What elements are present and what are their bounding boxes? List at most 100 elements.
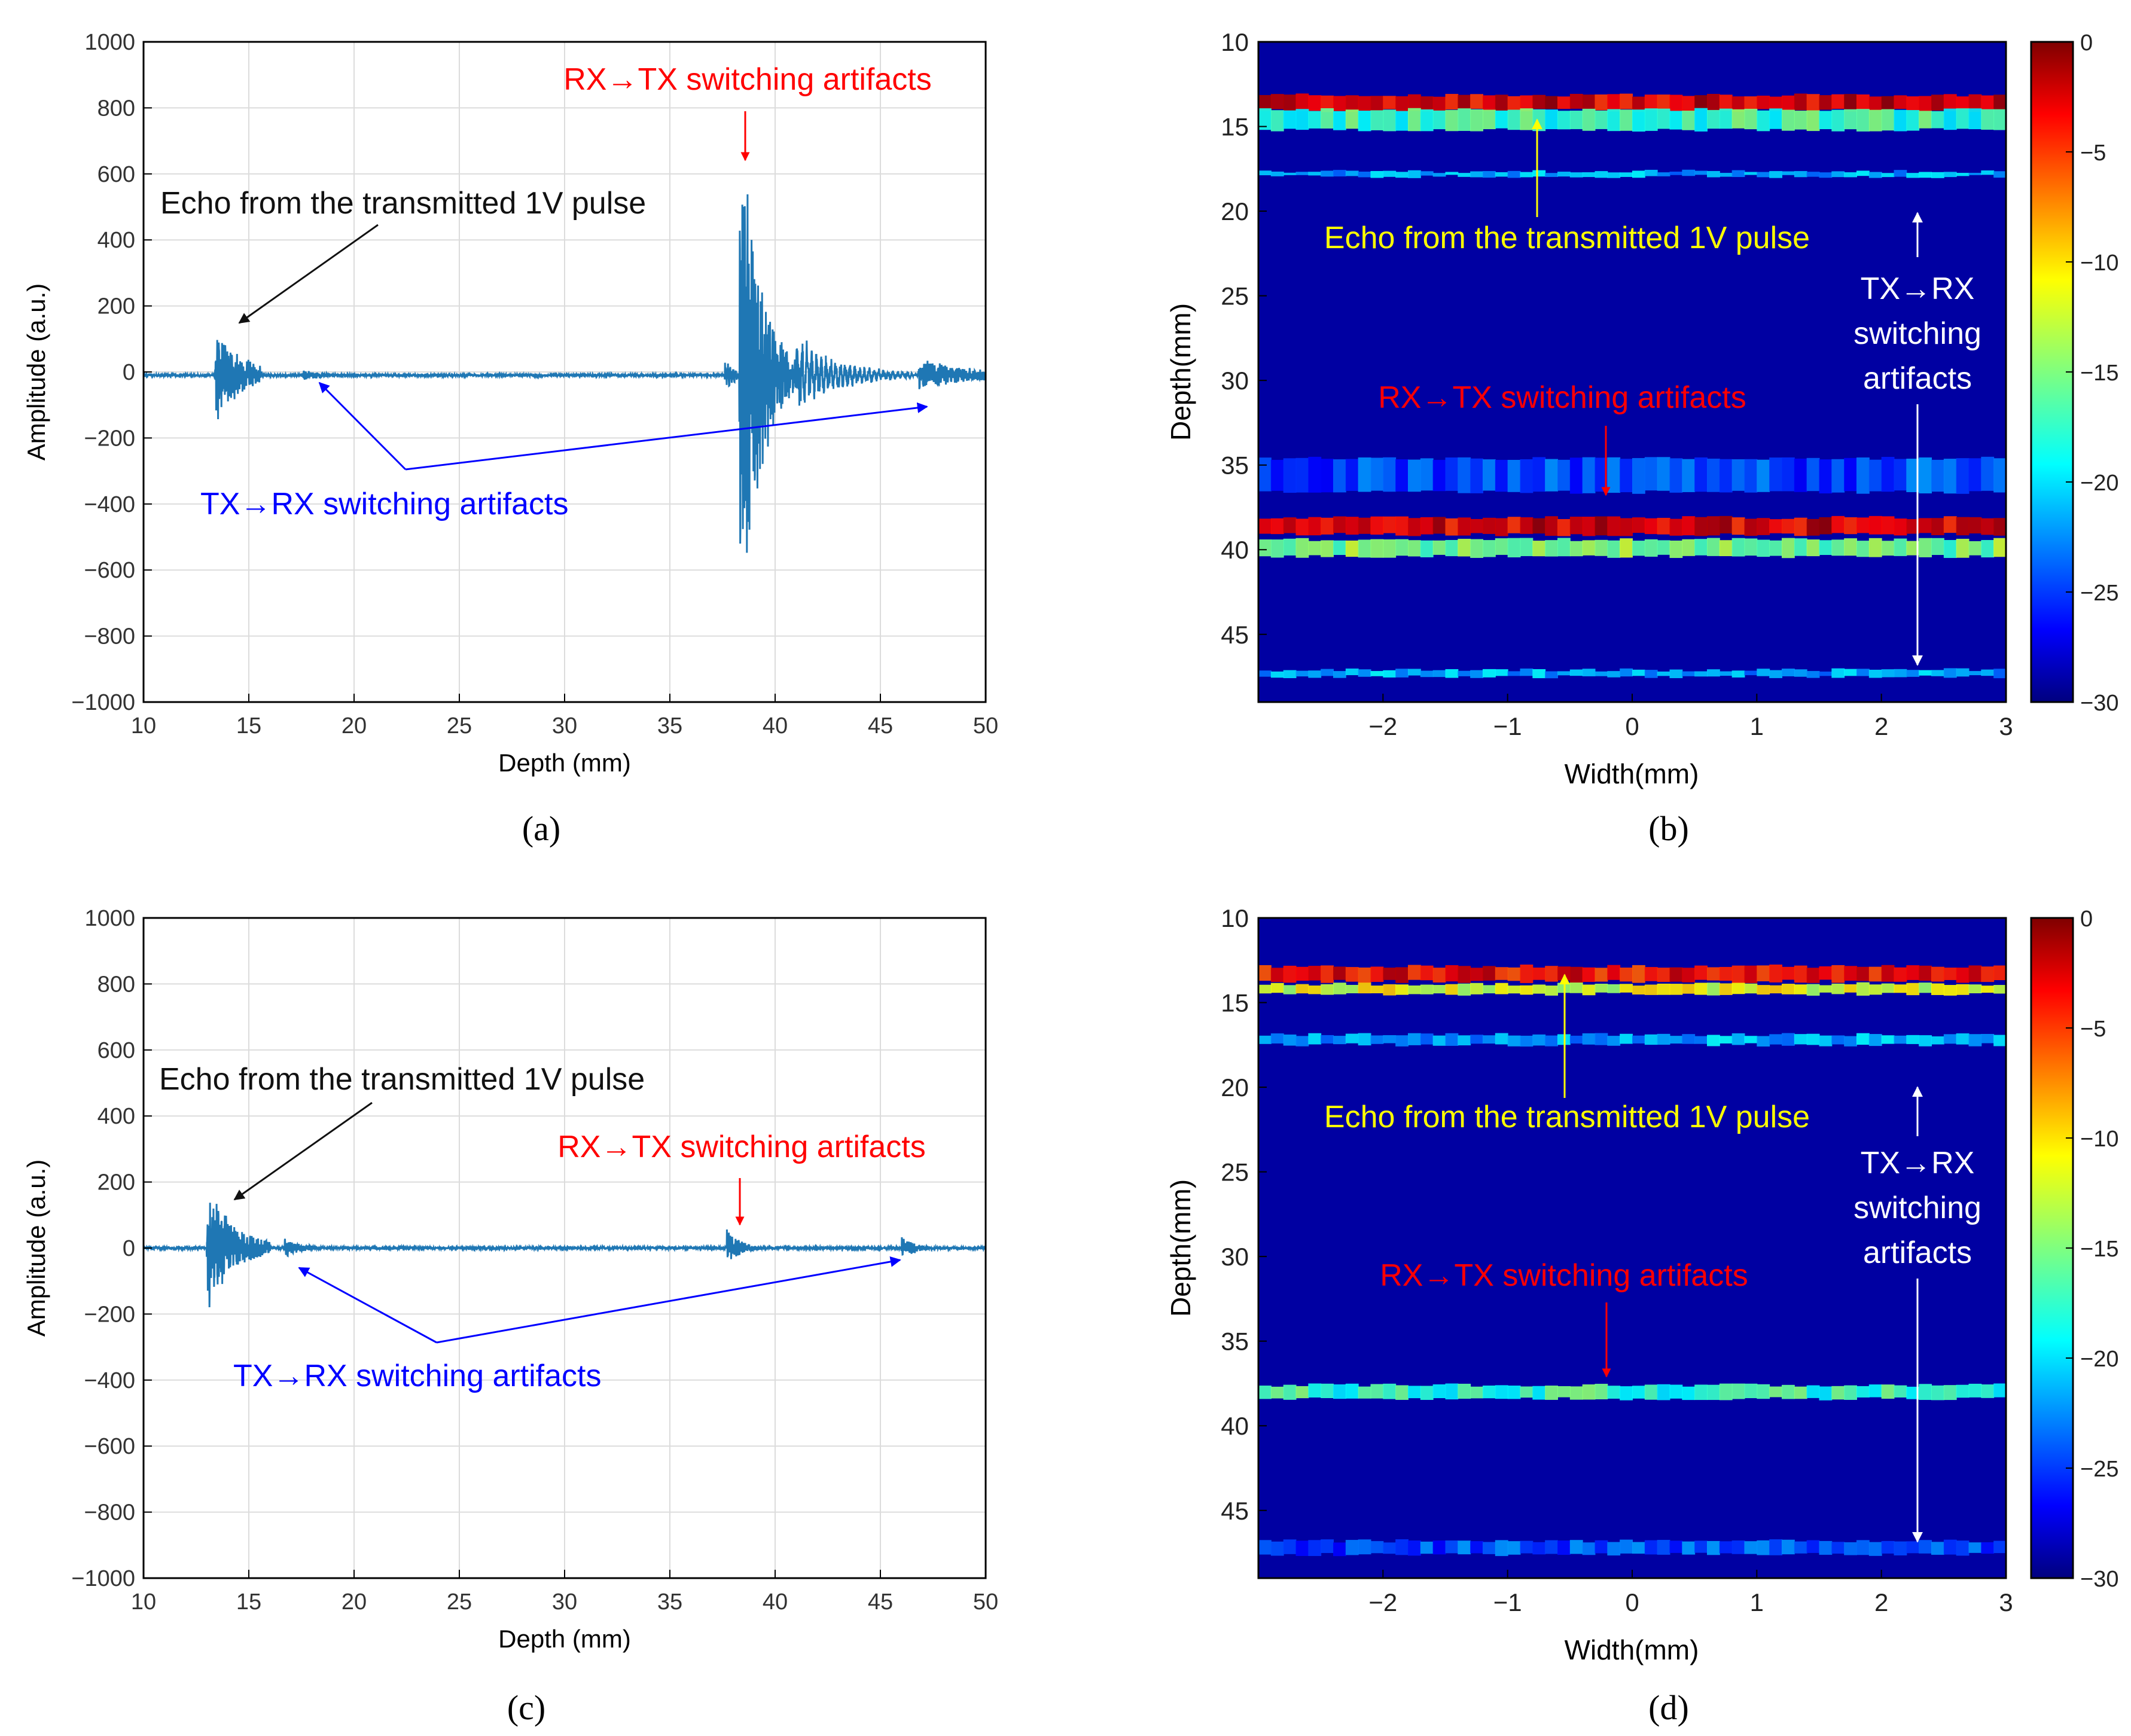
panel-d-intensity-cell <box>1881 965 1895 982</box>
panel-b-intensity-cell <box>1507 109 1521 130</box>
panel-b-intensity-cell <box>1520 538 1534 556</box>
panel-b-intensity-cell <box>1894 518 1907 536</box>
panel-b-intensity-cell <box>1931 459 1944 492</box>
panel-a-x-tick-label: 25 <box>447 713 472 739</box>
panel-b-intensity-cell <box>1607 540 1621 558</box>
panel-b-intensity-cell <box>1258 518 1272 534</box>
panel-b-intensity-cell <box>1470 109 1483 132</box>
panel-d-intensity-cell <box>1644 967 1658 981</box>
panel-d-intensity-cell <box>1545 986 1558 996</box>
panel-b-intensity-cell <box>1582 669 1596 676</box>
panel-a-x-tick-label: 35 <box>657 713 682 739</box>
panel-d-intensity-cell <box>1981 1033 1995 1044</box>
panel-b-intensity-cell <box>1968 671 1982 676</box>
panel-b-intensity-cell <box>1607 109 1621 132</box>
panel-d-intensity-cell <box>1582 1384 1596 1400</box>
panel-b-colorbar-tick-label: −10 <box>2080 251 2118 276</box>
panel-d-intensity-cell <box>1283 965 1297 983</box>
panel-b-intensity-cell <box>1881 541 1895 556</box>
panel-d-intensity-cell <box>1794 1386 1807 1399</box>
panel-b-intensity-cell <box>1321 170 1334 177</box>
panel-d-intensity-cell <box>1707 1035 1720 1047</box>
panel-d-intensity-cell <box>1532 984 1546 994</box>
panel-d-intensity-cell <box>1669 1540 1683 1553</box>
panel-a-y-tick-label: −200 <box>84 426 135 451</box>
panel-b-intensity-cell <box>1495 460 1508 492</box>
panel-d-intensity-cell <box>1968 984 1982 994</box>
panel-d-intensity-cell <box>1321 965 1334 983</box>
panel-d-intensity-cell <box>1844 984 1857 993</box>
panel-d-intensity-cell <box>1819 1386 1833 1401</box>
panel-b-intensity-cell <box>1532 170 1546 177</box>
panel-c: 10 15 20 25 30 35 40 45 50 −1000 −800 −600 −400 −200… <box>22 906 998 1727</box>
panel-b-intensity-cell <box>1432 460 1446 492</box>
panel-c-x-tick-label: 40 <box>763 1589 788 1615</box>
panel-d-intensity-cell <box>1432 985 1446 994</box>
panel-b-label: (b) <box>1648 809 1689 848</box>
panel-d-intensity-cell <box>1632 1542 1645 1554</box>
panel-b-txrx-line-1: TX→RX <box>1861 271 1975 306</box>
panel-d-intensity-cell <box>1383 1542 1397 1554</box>
panel-b-intensity-cell <box>1358 457 1371 492</box>
panel-d-x-tick-label: 1 <box>1750 1588 1764 1616</box>
panel-b-intensity-cell <box>1782 171 1795 175</box>
panel-d-intensity-cell <box>1507 1386 1521 1399</box>
panel-d-intensity-cell <box>1420 1541 1434 1554</box>
panel-b-intensity-cell <box>1333 516 1346 533</box>
panel-d-intensity-cell <box>1757 1540 1770 1555</box>
panel-b-intensity-cell <box>1981 170 1995 175</box>
panel-b-intensity-cell <box>1532 518 1546 534</box>
panel-d-intensity-cell <box>1782 966 1795 980</box>
panel-b-intensity-cell <box>1595 110 1608 129</box>
panel-b-intensity-cell <box>1258 108 1272 130</box>
panel-d-x-tick-label: 3 <box>1999 1588 2013 1616</box>
panel-d-intensity-cell <box>1769 1034 1782 1045</box>
panel-b-intensity-cell <box>1569 457 1583 494</box>
panel-b-intensity-cell <box>1669 94 1683 111</box>
panel-b-txrx-line-2: switching <box>1853 316 1981 351</box>
panel-b-intensity-cell <box>1333 96 1346 111</box>
panel-b-intensity-cell <box>1993 458 2006 493</box>
panel-d-x-ticks: −2 −1 0 1 2 3 <box>1368 1570 2013 1616</box>
panel-d-intensity-cell <box>1707 1540 1720 1555</box>
panel-b-intensity-cell <box>1333 170 1346 177</box>
panel-b-intensity-cell <box>1694 108 1708 132</box>
panel-d-intensity-cell <box>1595 984 1608 993</box>
panel-d-intensity-cell <box>1856 1386 1870 1398</box>
panel-b-intensity-cell <box>1532 457 1546 492</box>
panel-b-intensity-cell <box>1993 171 2006 178</box>
panel-b-intensity-cell <box>1283 670 1297 679</box>
panel-d-txrx-annotation: TX→RX switching artifacts <box>1853 1146 1981 1270</box>
panel-b-intensity-cell <box>1432 670 1446 678</box>
panel-b-intensity-cell <box>1968 172 1982 175</box>
panel-b-intensity-cell <box>1458 108 1471 131</box>
panel-b-intensity-cell <box>1370 671 1384 676</box>
panel-d-intensity-cell <box>1408 1386 1421 1399</box>
panel-d-intensity-cell <box>1931 1385 1944 1401</box>
panel-b-intensity-cell <box>1270 671 1284 678</box>
panel-d-intensity-cell <box>1445 1383 1459 1400</box>
panel-b-intensity-cell <box>1308 517 1322 536</box>
panel-d-intensity-cell <box>1333 1036 1346 1045</box>
panel-d-intensity-cell <box>1844 1542 1857 1555</box>
panel-b-intensity-cell <box>1731 459 1745 491</box>
panel-b-intensity-cell <box>1545 540 1558 557</box>
panel-b-intensity-cell <box>1868 459 1882 492</box>
panel-b-intensity-cell <box>1258 170 1272 176</box>
panel-b-intensity-cell <box>1545 96 1558 109</box>
panel-d-intensity-cell <box>1906 983 1920 996</box>
panel-d-intensity-cell <box>1545 1035 1558 1047</box>
panel-b-intensity-cell <box>1620 538 1633 558</box>
panel-b-x-tick-label: 2 <box>1874 712 1888 740</box>
panel-d-y-ticks: 10 15 20 25 30 35 40 45 <box>1221 904 1267 1525</box>
panel-b-intensity-cell <box>1794 458 1807 492</box>
panel-b-intensity-cell <box>1395 172 1409 178</box>
panel-b-intensity-cell <box>1295 109 1309 130</box>
panel-d-intensity-cell <box>1607 1386 1621 1399</box>
panel-d-intensity-cell <box>1283 1035 1297 1046</box>
panel-d-intensity-cell <box>1993 1540 2006 1554</box>
panel-b-intensity-cell <box>1669 540 1683 559</box>
panel-d-intensity-cell <box>1956 1033 1970 1045</box>
panel-b-x-tick-label: −2 <box>1368 712 1397 740</box>
panel-d-intensity-cell <box>1569 1035 1583 1044</box>
